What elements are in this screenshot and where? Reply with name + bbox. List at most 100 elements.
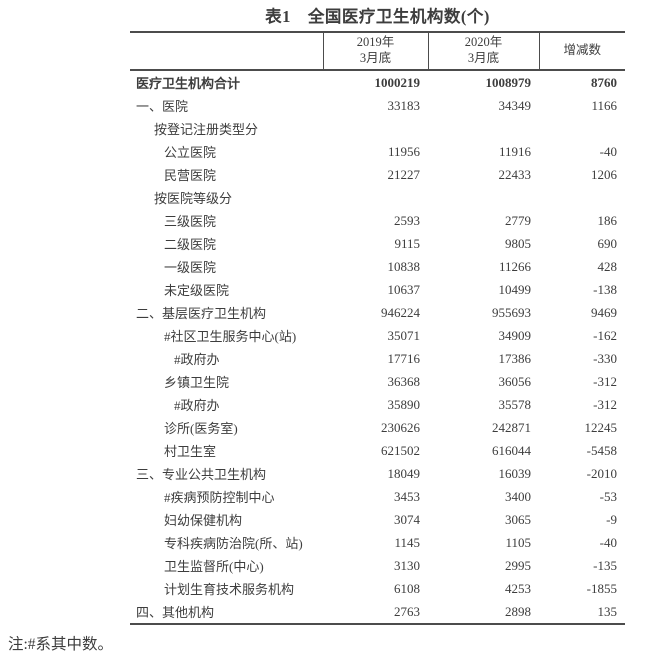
table-row: 一级医院 10838 11266 428 xyxy=(130,255,625,278)
row-value-change: 135 xyxy=(539,600,625,626)
row-value-change: 690 xyxy=(597,235,618,251)
row-value-2019: 17716 xyxy=(387,350,421,366)
table-row: 按登记注册类型分 xyxy=(130,117,625,140)
row-value-2020: 10499 xyxy=(498,281,532,297)
table-row: 诊所(医务室) 230626 242871 12245 xyxy=(130,416,625,439)
row-value-change: -40 xyxy=(599,534,617,550)
table-row: 乡镇卫生院 36368 36056 -312 xyxy=(130,370,625,393)
table-row: 专科疾病防治院(所、站) 1145 1105 -40 xyxy=(130,531,625,554)
row-label: 按医院等级分 xyxy=(154,191,233,207)
row-value-change: 1206 xyxy=(591,166,617,182)
row-label: #疾病预防控制中心 xyxy=(164,490,275,506)
row-value-change: -5458 xyxy=(586,442,617,458)
row-value-2020: 34349 xyxy=(498,97,532,113)
row-value-2020: 2779 xyxy=(505,212,531,228)
table-row: 按医院等级分 xyxy=(130,186,625,209)
table-row: 公立医院 11956 11916 -40 xyxy=(130,140,625,163)
row-value-2020: 11266 xyxy=(498,258,531,274)
row-label: 医疗卫生机构合计 xyxy=(136,76,241,92)
table-row: 二级医院 9115 9805 690 xyxy=(130,232,625,255)
row-value-change: -1855 xyxy=(586,580,617,596)
row-value-change: -135 xyxy=(593,557,617,573)
table-row: 三级医院 2593 2779 186 xyxy=(130,209,625,232)
row-value-2019: 1145 xyxy=(394,534,420,550)
row-label: 按登记注册类型分 xyxy=(154,122,259,138)
row-value-2019: 21227 xyxy=(387,166,421,182)
row-value-2020: 242871 xyxy=(492,419,531,435)
row-value-2019: 33183 xyxy=(387,97,421,113)
row-value-change: 8760 xyxy=(591,74,617,90)
row-label: 公立医院 xyxy=(164,145,217,161)
row-value-2019: 3130 xyxy=(394,557,420,573)
row-value-2020: 2995 xyxy=(505,557,531,573)
statistics-table: 2019年 3月底 2020年 3月底 增减数 医疗卫生机构合计 1000219 1… xyxy=(130,30,625,626)
row-value-2019: 3453 xyxy=(394,488,420,504)
row-value-change xyxy=(539,186,625,209)
row-value-change: -312 xyxy=(593,396,617,412)
row-value-2020: 17386 xyxy=(498,350,532,366)
row-value-2020: 34909 xyxy=(498,327,532,343)
footnote: 注:#系其中数。 xyxy=(8,636,114,653)
table-row: #政府办 17716 17386 -330 xyxy=(130,347,625,370)
row-value-2020: 16039 xyxy=(498,465,532,481)
header-2019-march: 2019年 3月底 xyxy=(322,30,428,72)
row-value-2020: 36056 xyxy=(498,373,532,389)
header-indicator-column xyxy=(130,30,323,72)
row-value-2019: 35890 xyxy=(387,396,421,412)
row-label: 一级医院 xyxy=(164,260,217,276)
table-row: #疾病预防控制中心 3453 3400 -53 xyxy=(130,485,625,508)
row-value-2020: 9805 xyxy=(505,235,531,251)
row-value-2020: 4253 xyxy=(505,580,531,596)
table-header-row: 2019年 3月底 2020年 3月底 增减数 xyxy=(130,30,625,72)
row-value-2019: 35071 xyxy=(387,327,421,343)
row-value-2020 xyxy=(428,117,539,140)
row-label: #政府办 xyxy=(174,352,220,368)
row-value-change: -162 xyxy=(593,327,617,343)
row-label: 妇幼保健机构 xyxy=(164,513,243,529)
row-label: 诊所(医务室) xyxy=(164,421,238,437)
table-row: #社区卫生服务中心(站) 35071 34909 -162 xyxy=(130,324,625,347)
row-label: 卫生监督所(中心) xyxy=(164,559,264,575)
row-value-2020: 955693 xyxy=(492,304,531,320)
table-row: 三、专业公共卫生机构 18049 16039 -2010 xyxy=(130,462,625,485)
row-label: 二、基层医疗卫生机构 xyxy=(136,306,267,322)
row-value-2019: 946224 xyxy=(381,304,420,320)
row-value-2019: 9115 xyxy=(394,235,420,251)
row-value-change: 1166 xyxy=(591,97,617,113)
row-value-change xyxy=(539,117,625,140)
row-value-2019: 2593 xyxy=(394,212,420,228)
row-value-2019 xyxy=(323,117,428,140)
row-value-2020: 616044 xyxy=(492,442,531,458)
row-value-2020: 3400 xyxy=(505,488,531,504)
table-row: 未定级医院 10637 10499 -138 xyxy=(130,278,625,301)
table-row: 二、基层医疗卫生机构 946224 955693 9469 xyxy=(130,301,625,324)
table-row: 民营医院 21227 22433 1206 xyxy=(130,163,625,186)
row-label: 民营医院 xyxy=(164,168,217,184)
row-value-2019: 10637 xyxy=(387,281,421,297)
row-label: 三、专业公共卫生机构 xyxy=(136,467,267,483)
row-value-2020: 35578 xyxy=(498,396,532,412)
row-value-2020: 3065 xyxy=(505,511,531,527)
row-value-change: -53 xyxy=(599,488,617,504)
table-row: #政府办 35890 35578 -312 xyxy=(130,393,625,416)
row-value-2019: 621502 xyxy=(381,442,420,458)
row-value-change: 12245 xyxy=(584,419,618,435)
row-value-2019: 11956 xyxy=(387,143,420,159)
row-value-change: -330 xyxy=(593,350,617,366)
row-value-change: -2010 xyxy=(586,465,617,481)
row-value-2019: 10838 xyxy=(387,258,421,274)
row-label: 四、其他机构 xyxy=(130,600,323,626)
row-value-2020: 11916 xyxy=(498,143,531,159)
row-value-2019 xyxy=(323,186,428,209)
row-label: 乡镇卫生院 xyxy=(164,375,230,391)
row-value-2020: 1008979 xyxy=(485,74,532,90)
row-value-change: 9469 xyxy=(591,304,617,320)
row-label: 三级医院 xyxy=(164,214,217,230)
row-value-2020: 22433 xyxy=(498,166,532,182)
table-row: 村卫生室 621502 616044 -5458 xyxy=(130,439,625,462)
row-value-2019: 1000219 xyxy=(374,74,421,90)
row-value-2019: 36368 xyxy=(387,373,421,389)
table-row: 妇幼保健机构 3074 3065 -9 xyxy=(130,508,625,531)
row-label: 二级医院 xyxy=(164,237,217,253)
